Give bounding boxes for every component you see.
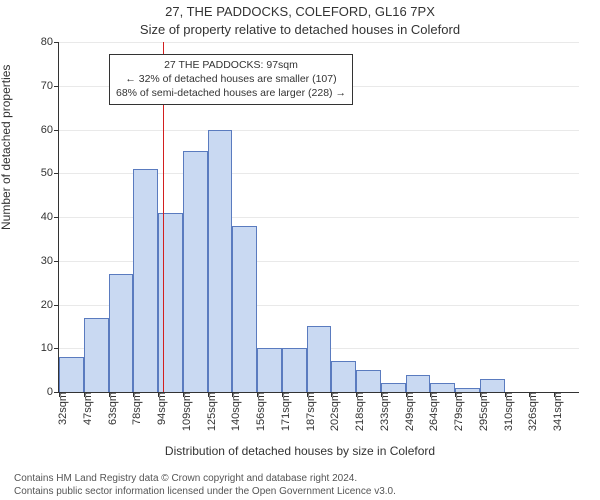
xtick-label: 156sqm [253, 392, 267, 431]
xtick-label: 264sqm [426, 392, 440, 431]
chart-title-line2: Size of property relative to detached ho… [0, 22, 600, 37]
histogram-bar [133, 169, 158, 392]
annotation-line: 68% of semi-detached houses are larger (… [116, 86, 346, 100]
ytick-label: 10 [41, 342, 59, 354]
histogram-bar [59, 357, 84, 392]
ytick-label: 70 [41, 80, 59, 92]
annotation-line: 27 THE PADDOCKS: 97sqm [116, 58, 346, 72]
ytick-label: 20 [41, 299, 59, 311]
xtick-label: 94sqm [154, 392, 168, 425]
y-axis-label: Number of detached properties [0, 65, 13, 230]
ytick-label: 60 [41, 124, 59, 136]
plot-area: 0102030405060708032sqm47sqm63sqm78sqm94s… [58, 42, 579, 393]
footer-line1: Contains HM Land Registry data © Crown c… [14, 473, 592, 486]
ytick-label: 80 [41, 36, 59, 48]
xtick-label: 249sqm [402, 392, 416, 431]
xtick-label: 218sqm [352, 392, 366, 431]
xtick-label: 295sqm [476, 392, 490, 431]
annotation-box: 27 THE PADDOCKS: 97sqm← 32% of detached … [109, 54, 353, 105]
ytick-label: 30 [41, 255, 59, 267]
xtick-label: 63sqm [105, 392, 119, 425]
chart-footer: Contains HM Land Registry data © Crown c… [14, 473, 592, 498]
xtick-label: 341sqm [550, 392, 564, 431]
xtick-label: 109sqm [179, 392, 193, 431]
xtick-label: 187sqm [303, 392, 317, 431]
histogram-bar [208, 130, 233, 393]
histogram-bar [430, 383, 455, 392]
xtick-label: 32sqm [55, 392, 69, 425]
histogram-bar [307, 326, 332, 392]
histogram-bar [232, 226, 257, 392]
xtick-label: 171sqm [278, 392, 292, 431]
xtick-label: 125sqm [204, 392, 218, 431]
histogram-bar [282, 348, 307, 392]
histogram-bar [109, 274, 134, 392]
chart-title-line1: 27, THE PADDOCKS, COLEFORD, GL16 7PX [0, 4, 600, 19]
xtick-label: 140sqm [228, 392, 242, 431]
xtick-label: 47sqm [80, 392, 94, 425]
xtick-label: 202sqm [327, 392, 341, 431]
histogram-bar [183, 151, 208, 392]
xtick-label: 233sqm [377, 392, 391, 431]
gridline-h [59, 42, 579, 43]
footer-line2: Contains public sector information licen… [14, 486, 592, 499]
annotation-line: ← 32% of detached houses are smaller (10… [116, 72, 346, 86]
ytick-label: 50 [41, 167, 59, 179]
x-axis-label: Distribution of detached houses by size … [0, 444, 600, 458]
xtick-label: 326sqm [525, 392, 539, 431]
histogram-bar [257, 348, 282, 392]
histogram-bar [158, 213, 183, 392]
histogram-bar [406, 375, 431, 393]
histogram-bar [381, 383, 406, 392]
xtick-label: 310sqm [501, 392, 515, 431]
histogram-bar [480, 379, 505, 392]
histogram-bar [356, 370, 381, 392]
gridline-h [59, 130, 579, 131]
histogram-bar [331, 361, 356, 392]
histogram-bar [84, 318, 109, 392]
xtick-label: 78sqm [129, 392, 143, 425]
xtick-label: 279sqm [451, 392, 465, 431]
ytick-label: 40 [41, 211, 59, 223]
